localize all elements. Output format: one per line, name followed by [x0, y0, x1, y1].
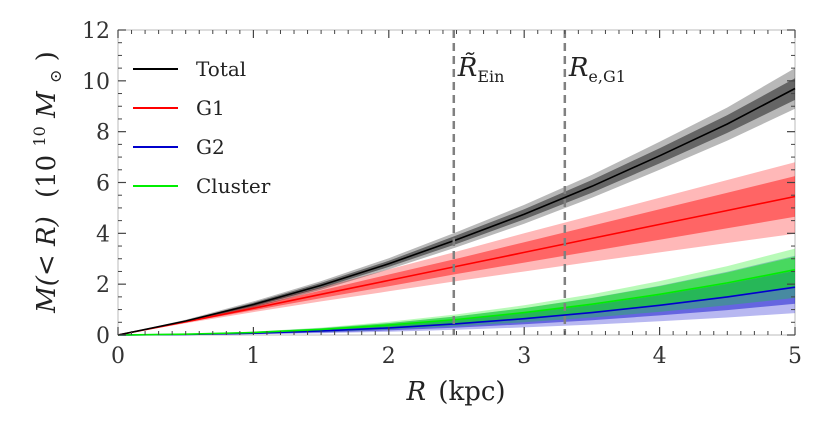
y-axis-expr: M(< R) — [32, 216, 62, 314]
y-axis-close: ) — [32, 51, 62, 61]
y-axis-scale-exp: 10 — [30, 126, 49, 146]
vline-label-2: Re,G1 — [568, 53, 626, 86]
cluster-outer-band — [118, 248, 795, 335]
x-tick-label: 3 — [517, 344, 531, 369]
g2-outer-band — [118, 255, 795, 335]
y-tick-label: 12 — [82, 19, 110, 44]
x-tick-label: 4 — [653, 344, 667, 369]
y-tick-label: 2 — [96, 273, 110, 298]
y-tick-label: 6 — [96, 172, 110, 197]
x-tick-label: 1 — [246, 344, 260, 369]
total-median-line — [117, 87, 796, 336]
g2-inner-band — [118, 270, 795, 335]
legend: Total G1 G2 Cluster — [133, 57, 271, 198]
x-tick-label: 2 — [382, 344, 396, 369]
reference-lines: R̃Ein Re,G1 — [452, 30, 626, 335]
x-axis-title: R (kpc) — [405, 377, 505, 407]
cluster-median-line — [117, 268, 796, 336]
y-tick-label: 0 — [96, 324, 110, 349]
g1-median-line — [117, 195, 796, 336]
vline-label-1: R̃Ein — [457, 52, 505, 86]
x-tick-label: 5 — [788, 344, 802, 369]
y-axis-unit-sub: ⊙ — [46, 70, 65, 83]
y-axis-unit: M — [32, 90, 62, 119]
y-tick-label: 10 — [82, 70, 110, 95]
plot-frame — [117, 29, 796, 336]
y-tick-label: 8 — [96, 121, 110, 146]
x-tick-label: 0 — [111, 344, 125, 369]
cluster-legend-label: Cluster — [196, 174, 271, 198]
y-tick-label: 4 — [96, 222, 110, 247]
median-lines — [117, 87, 796, 336]
total-legend-label: Total — [196, 57, 246, 81]
g1-legend-label: G1 — [196, 96, 225, 120]
y-axis-scale-base: (10 — [32, 155, 62, 198]
axis-ticks — [117, 29, 796, 336]
x-axis-unit: (kpc) — [438, 377, 505, 407]
g1-outer-band — [118, 162, 795, 335]
g2-legend-label: G2 — [196, 135, 225, 159]
x-axis-var: R — [405, 377, 426, 407]
y-axis-title: M(< R) (10 10 M ⊙ ) — [22, 51, 68, 314]
